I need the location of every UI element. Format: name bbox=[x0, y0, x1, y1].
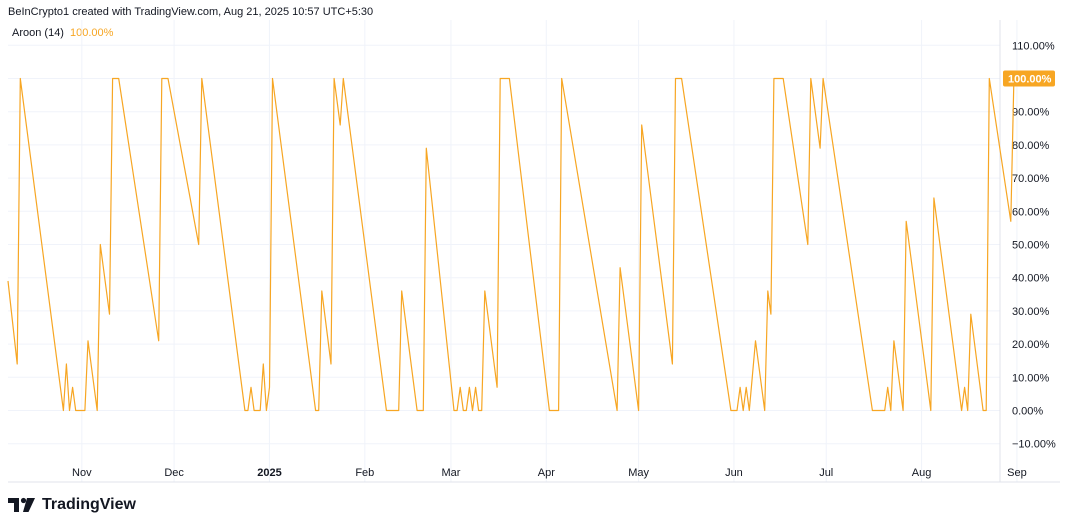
y-tick-label: 50.00% bbox=[1012, 240, 1050, 252]
y-tick-label: 70.00% bbox=[1012, 173, 1050, 185]
y-tick-label: 80.00% bbox=[1012, 140, 1050, 152]
y-tick-label: 10.00% bbox=[1012, 372, 1050, 384]
x-tick-label: Dec bbox=[164, 467, 184, 479]
y-tick-label: −10.00% bbox=[1012, 439, 1056, 451]
y-tick-label: 30.00% bbox=[1012, 306, 1050, 318]
last-value-label: 100.00% bbox=[1008, 74, 1052, 86]
x-tick-label: May bbox=[628, 467, 649, 479]
chart-grid bbox=[8, 20, 1018, 482]
y-tick-label: 60.00% bbox=[1012, 206, 1050, 218]
chart-attribution: BeInCrypto1 created with TradingView.com… bbox=[8, 6, 374, 18]
indicator-legend[interactable]: Aroon (14) 100.00% bbox=[12, 27, 113, 39]
tradingview-logo[interactable]: TradingView bbox=[8, 496, 136, 514]
y-tick-label: 90.00% bbox=[1012, 107, 1050, 119]
y-axis[interactable]: 110.00% 90.00% 80.00% 70.00% 60.00% 50.00% 40.… bbox=[1012, 40, 1056, 450]
indicator-value: 100.00% bbox=[69, 27, 114, 39]
aroon-series-line bbox=[7, 77, 1017, 412]
x-tick-label: Aug bbox=[912, 467, 932, 479]
x-tick-label: Jul bbox=[819, 467, 833, 479]
x-tick-label: Feb bbox=[355, 467, 374, 479]
x-tick-label: Jun bbox=[725, 467, 743, 479]
x-axis[interactable]: Nov Dec 2025 Feb Mar Apr May Jun Jul Aug Sep bbox=[72, 467, 1027, 479]
x-tick-label: Sep bbox=[1007, 467, 1027, 479]
tradingview-logo-icon bbox=[8, 497, 35, 512]
y-tick-label: 110.00% bbox=[1012, 40, 1055, 52]
tradingview-logo-text: TradingView bbox=[42, 496, 136, 513]
y-tick-label: 40.00% bbox=[1012, 273, 1050, 285]
x-tick-label: Apr bbox=[538, 467, 555, 479]
indicator-name: Aroon (14) bbox=[12, 27, 64, 39]
y-tick-label: 20.00% bbox=[1012, 339, 1050, 351]
x-tick-label: Mar bbox=[441, 467, 460, 479]
x-tick-label: Nov bbox=[72, 467, 92, 479]
x-tick-label: 2025 bbox=[257, 467, 281, 479]
last-value-badge: 100.00% bbox=[1003, 70, 1055, 87]
y-tick-label: 0.00% bbox=[1012, 406, 1043, 418]
